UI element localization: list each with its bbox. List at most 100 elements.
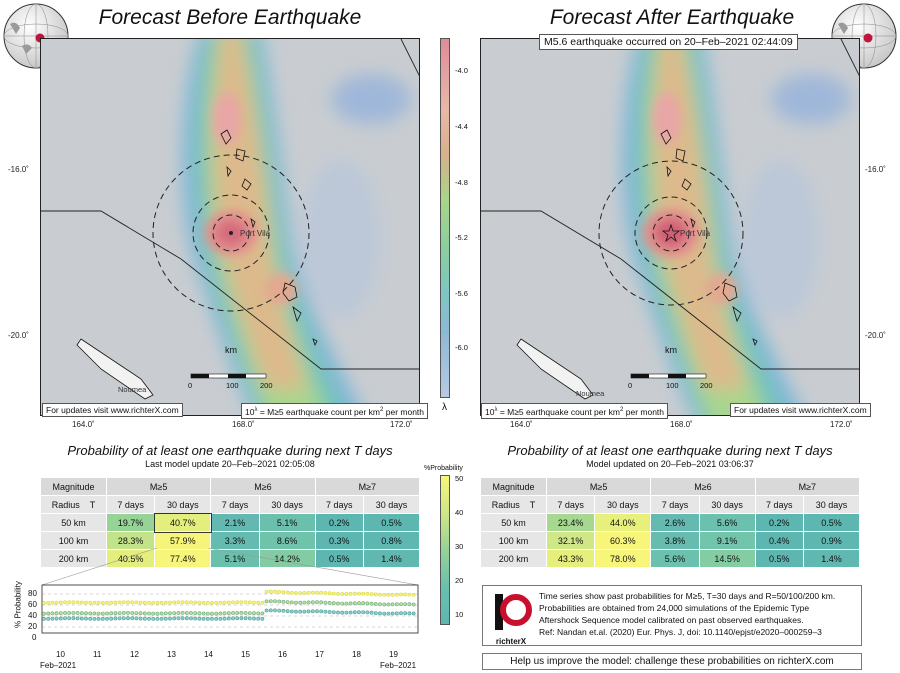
timeseries-point bbox=[386, 602, 391, 607]
table-cell: 14.5% bbox=[698, 549, 756, 568]
timeseries-point bbox=[197, 616, 202, 621]
timeseries-point bbox=[151, 601, 156, 605]
timeseries-point bbox=[348, 601, 353, 606]
timeseries-point bbox=[399, 592, 403, 597]
left-scale-tick-200: 200 bbox=[260, 381, 273, 390]
timeseries-point bbox=[197, 611, 202, 616]
timeseries-point bbox=[306, 600, 311, 605]
timeseries-point bbox=[281, 599, 286, 604]
left-lon-label-168: 168.0˚ bbox=[232, 420, 255, 429]
timeseries-point bbox=[277, 590, 282, 594]
right-place-port-vila: Port Vila bbox=[680, 229, 711, 238]
richterx-logo-icon bbox=[495, 594, 532, 630]
timeseries-point bbox=[403, 602, 408, 607]
timeseries-point bbox=[121, 616, 126, 621]
epicenter-star-icon bbox=[661, 223, 681, 243]
timeseries-point bbox=[348, 610, 353, 615]
timeseries-point bbox=[138, 600, 143, 605]
table-header-m7: M≥7 bbox=[314, 477, 421, 496]
timeseries-point bbox=[386, 611, 391, 616]
timeseries-point bbox=[222, 600, 227, 605]
table-period: 7 days bbox=[105, 495, 156, 514]
right-updates-note: For updates visit www.richterX.com bbox=[730, 403, 871, 417]
timeseries-point bbox=[239, 611, 244, 615]
ts-xtick: 14 bbox=[204, 650, 213, 659]
timeseries-point bbox=[58, 600, 63, 605]
table-period: 7 days bbox=[314, 495, 364, 514]
colorbar-tick-6: -6.0 bbox=[455, 343, 468, 352]
timeseries-point bbox=[142, 600, 147, 605]
table-cell: 5.6% bbox=[698, 513, 756, 532]
prob-colorbar-label: %Probability bbox=[424, 465, 463, 472]
timeseries-point bbox=[201, 616, 206, 621]
timeseries-point bbox=[92, 617, 97, 621]
timeseries-point bbox=[163, 616, 168, 621]
timeseries-point bbox=[79, 611, 84, 616]
timeseries-point bbox=[226, 611, 231, 616]
timeseries-point bbox=[96, 611, 101, 616]
timeseries-point bbox=[235, 611, 240, 615]
timeseries-point bbox=[319, 600, 324, 605]
feedback-link[interactable]: Help us improve the model: challenge the… bbox=[482, 653, 862, 670]
timeseries-point bbox=[298, 600, 303, 605]
timeseries-point bbox=[252, 616, 256, 621]
timeseries-point bbox=[113, 616, 118, 621]
timeseries-point bbox=[327, 610, 332, 614]
timeseries-point bbox=[42, 617, 46, 621]
timeseries-point bbox=[109, 600, 114, 605]
table-cell: 44.0% bbox=[594, 513, 652, 532]
timeseries-point bbox=[361, 591, 366, 596]
timeseries-point bbox=[365, 601, 370, 606]
timeseries-point bbox=[336, 601, 340, 606]
timeseries-point bbox=[331, 601, 336, 606]
left-prob-title: Probability of at least one earthquake d… bbox=[67, 443, 393, 458]
table-period: 30 days bbox=[258, 495, 316, 514]
timeseries-point bbox=[75, 600, 80, 605]
timeseries-point bbox=[390, 592, 395, 597]
timeseries-point bbox=[285, 600, 290, 605]
left-lat-label-16: -16.0˚ bbox=[8, 165, 29, 174]
timeseries-point bbox=[407, 592, 412, 597]
left-lambda-note: 10λ = M≥5 earthquake count per km2 per m… bbox=[241, 403, 429, 419]
timeseries-point bbox=[130, 600, 135, 605]
timeseries-point bbox=[147, 600, 151, 605]
ts-xtick: 16 bbox=[278, 650, 287, 659]
timeseries-point bbox=[294, 591, 298, 595]
timeseries-point bbox=[214, 611, 219, 616]
left-forecast-map[interactable] bbox=[40, 38, 420, 416]
right-panel-title: Forecast After Earthquake bbox=[549, 6, 795, 29]
timeseries-point bbox=[323, 600, 328, 605]
prob-cbar-tick: 10 bbox=[455, 610, 464, 619]
timeseries-point bbox=[357, 601, 361, 606]
timeseries-point bbox=[201, 600, 206, 605]
table-period: 7 days bbox=[754, 495, 804, 514]
timeseries-point bbox=[315, 600, 319, 605]
timeseries-point bbox=[319, 609, 324, 614]
timeseries-point bbox=[268, 599, 273, 604]
timeseries-point bbox=[147, 616, 151, 621]
timeseries-point bbox=[126, 616, 130, 621]
timeseries-point bbox=[378, 611, 382, 616]
timeseries-point bbox=[323, 609, 328, 614]
timeseries-point bbox=[226, 616, 231, 621]
timeseries-point bbox=[407, 611, 412, 616]
timeseries-point bbox=[113, 611, 118, 616]
timeseries-point bbox=[252, 600, 256, 605]
timeseries-point bbox=[130, 616, 135, 621]
ts-ytick: 0 bbox=[32, 633, 37, 642]
timeseries-point bbox=[357, 610, 361, 615]
left-place-port-vila: Port Vila bbox=[240, 229, 271, 238]
timeseries-point bbox=[172, 616, 177, 621]
timeseries-point bbox=[336, 592, 340, 596]
timeseries-point bbox=[382, 602, 387, 607]
right-forecast-map[interactable] bbox=[480, 38, 860, 416]
timeseries-point bbox=[172, 600, 177, 605]
table-cell: 23.4% bbox=[545, 513, 596, 532]
table-cell: 0.3% bbox=[314, 531, 364, 550]
colorbar-tick-1: -4.0 bbox=[455, 66, 468, 75]
timeseries-point bbox=[121, 611, 126, 615]
timeseries-point bbox=[180, 616, 185, 621]
timeseries-point bbox=[289, 600, 294, 605]
timeseries-point bbox=[231, 600, 235, 605]
timeseries-point bbox=[226, 600, 231, 605]
